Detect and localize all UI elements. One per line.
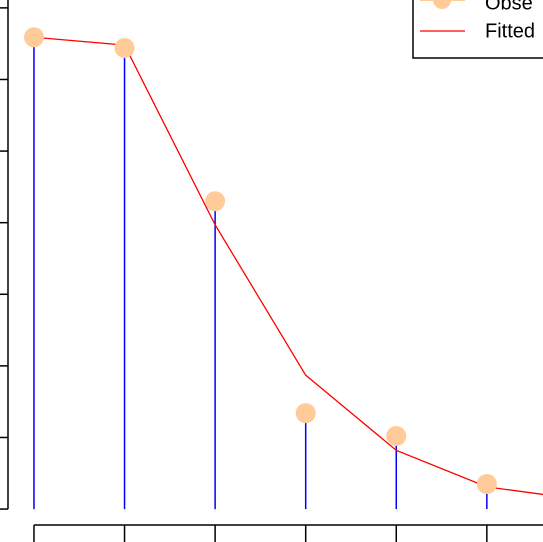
observed-point — [295, 403, 316, 424]
legend-box — [412, 0, 543, 59]
fitted-line — [33, 36, 543, 496]
legend-label: Fitted — [485, 20, 535, 42]
observed-point — [386, 426, 407, 447]
observed-point — [114, 37, 135, 58]
observed-point — [205, 191, 226, 212]
observed-point — [476, 474, 497, 495]
observed-point — [23, 27, 44, 48]
legend-swatch — [433, 0, 451, 9]
legend-label: Obse — [485, 0, 533, 14]
